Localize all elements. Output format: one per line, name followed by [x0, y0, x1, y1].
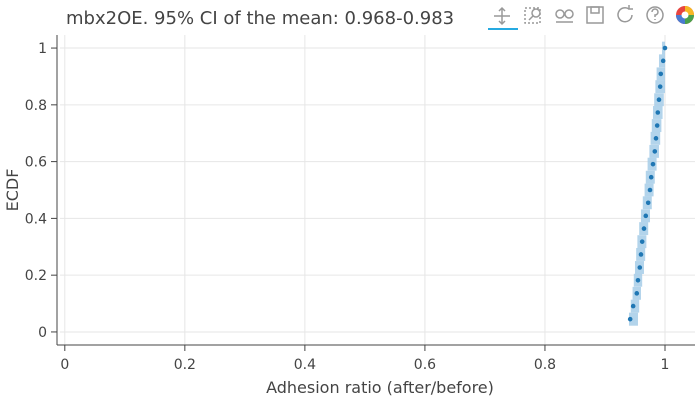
ecdf-point: [648, 174, 654, 180]
help-tool[interactable]: [646, 6, 664, 24]
ecdf-point: [634, 291, 640, 296]
x-tick-label: 1: [661, 357, 670, 373]
ecdf-point: [637, 265, 643, 270]
ecdf-point: [662, 45, 668, 51]
ecdf-point: [647, 187, 653, 193]
toolbar: [488, 5, 694, 30]
bokeh-logo[interactable]: [676, 6, 694, 24]
pan-tool[interactable]: [488, 6, 518, 30]
ecdf-point: [645, 200, 651, 206]
chart-title: mbx2OE. 95% CI of the mean: 0.968-0.983: [66, 8, 454, 29]
ecdf-point: [656, 97, 662, 103]
y-tick-label: 0: [38, 325, 47, 341]
ecdf-point: [627, 316, 633, 322]
x-tick-label: 0.4: [294, 357, 316, 373]
ecdf-point: [654, 123, 660, 128]
x-tick-label: 0.8: [534, 357, 556, 373]
y-tick-label: 0.8: [25, 98, 47, 114]
y-tick-label: 0.2: [25, 268, 47, 284]
ecdf-point: [652, 149, 658, 154]
ecdf-point: [643, 213, 649, 219]
ecdf-point: [639, 239, 645, 244]
wheel-zoom-tool[interactable]: [555, 9, 574, 23]
ecdf-point: [657, 84, 663, 89]
x-tick-label: 0: [60, 357, 69, 373]
save-tool[interactable]: [586, 6, 604, 24]
box-zoom-tool[interactable]: [524, 7, 541, 24]
ecdf-point: [653, 136, 659, 141]
ecdf-point: [658, 71, 664, 77]
x-tick-label: 0.6: [414, 357, 436, 373]
x-tick-label: 0.2: [174, 357, 196, 373]
ecdf-point: [641, 226, 647, 231]
ecdf-point: [630, 303, 636, 309]
reset-tool[interactable]: [617, 5, 633, 23]
ecdf-point: [655, 110, 661, 115]
y-axis-label: ECDF: [3, 169, 22, 212]
ecdf-point: [650, 161, 656, 167]
x-axis-label: Adhesion ratio (after/before): [266, 378, 494, 397]
ecdf-point: [635, 277, 641, 283]
ecdf-point: [660, 58, 666, 64]
ci-band: [628, 312, 638, 326]
y-tick-label: 0.4: [25, 211, 47, 227]
ecdf-point: [638, 252, 644, 257]
y-tick-label: 1: [38, 41, 47, 57]
y-tick-label: 0.6: [25, 155, 47, 171]
